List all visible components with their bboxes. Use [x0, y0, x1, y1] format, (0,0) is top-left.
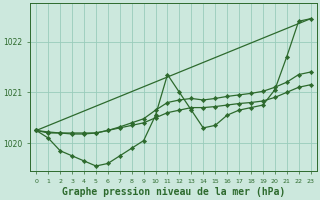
- X-axis label: Graphe pression niveau de la mer (hPa): Graphe pression niveau de la mer (hPa): [62, 186, 285, 197]
